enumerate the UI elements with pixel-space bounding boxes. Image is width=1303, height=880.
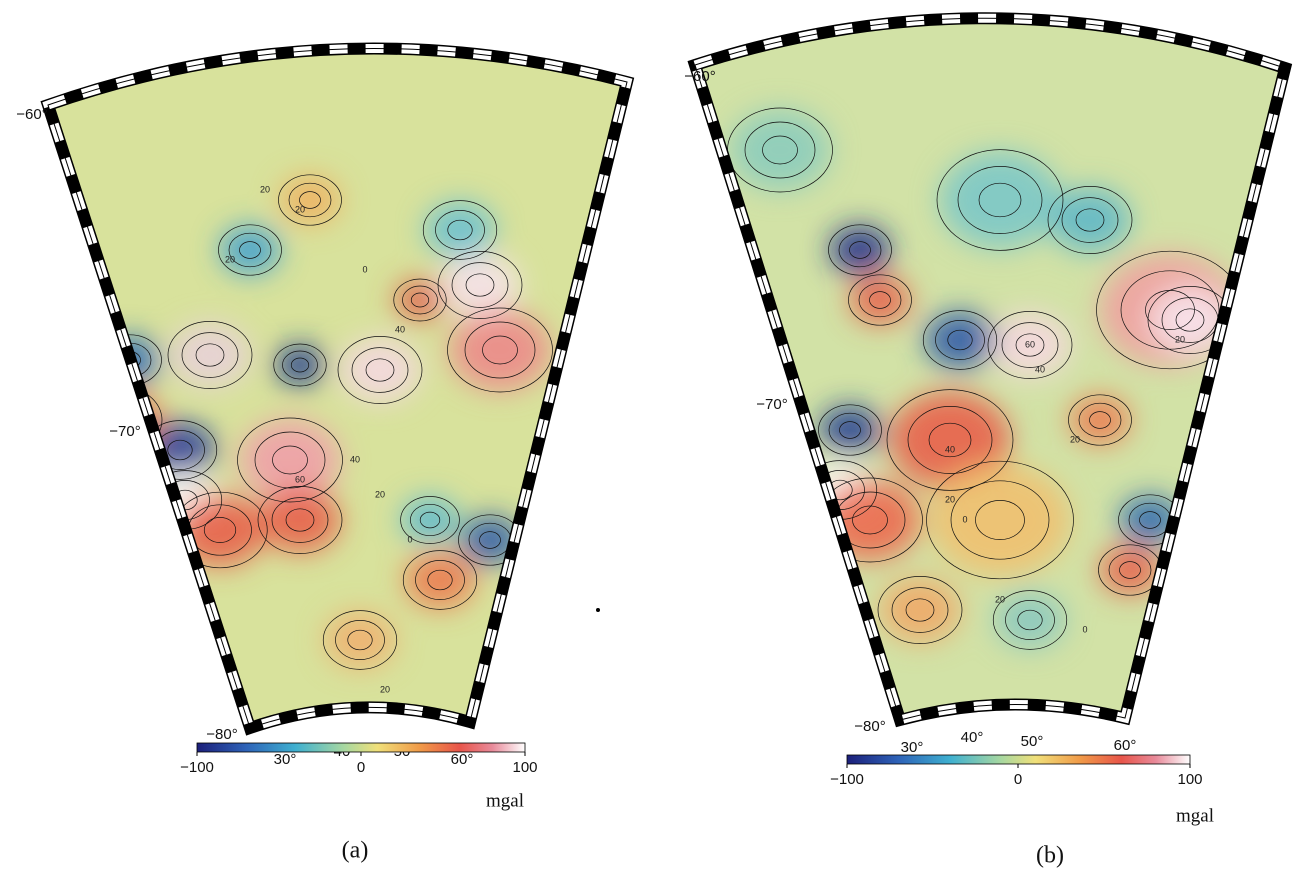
longitude-label: 60° xyxy=(451,751,474,768)
latitude-label: −80° xyxy=(206,726,237,743)
contour-label: 0 xyxy=(1082,624,1087,634)
stray-dot xyxy=(596,608,600,612)
colorbar-tick-label: 100 xyxy=(1177,771,1202,788)
latitude-label: −70° xyxy=(109,423,140,440)
contour-label: 40 xyxy=(395,324,405,334)
contour-label: 20 xyxy=(1175,334,1185,344)
longitude-label: 30° xyxy=(901,739,924,756)
contour-label: 40 xyxy=(1035,364,1045,374)
latitude-label: −60° xyxy=(684,68,715,85)
contour-label: 20 xyxy=(295,204,305,214)
colorbar xyxy=(847,755,1190,764)
contour-label: 60 xyxy=(1025,339,1035,349)
colorbar-unit: mgal xyxy=(1176,805,1214,826)
longitude-label: 40° xyxy=(961,729,984,746)
contour-label: 40 xyxy=(945,444,955,454)
maps: 20 20 0 40 20 60 40 20 0 20 −60° −70° −80° 30° 40° 50° 6… xyxy=(0,0,1303,875)
contour-label: 0 xyxy=(362,264,367,274)
contour-label: 20 xyxy=(225,254,235,264)
figure: 20 20 0 40 20 60 40 20 0 20 −60° −70° −80° 30° 40° 50° 6… xyxy=(0,0,1303,875)
colorbar-tick-label: −100 xyxy=(180,759,214,776)
contour-label: 40 xyxy=(350,454,360,464)
latitude-label: −70° xyxy=(756,396,787,413)
contour-label: 20 xyxy=(375,489,385,499)
contour-label: 0 xyxy=(962,514,967,524)
contour-label: 20 xyxy=(945,494,955,504)
colorbar-tick-label: 0 xyxy=(357,759,365,776)
contour-label: 20 xyxy=(1070,434,1080,444)
panel-caption: (a) xyxy=(342,838,369,864)
contour-label: 20 xyxy=(260,184,270,194)
colorbar-tick-label: 0 xyxy=(1014,771,1022,788)
longitude-label: 30° xyxy=(274,751,297,768)
colorbar xyxy=(197,743,525,752)
longitude-label: 50° xyxy=(1021,733,1044,750)
contour-label: 20 xyxy=(380,684,390,694)
contour-label: 60 xyxy=(295,474,305,484)
colorbar-tick-label: −100 xyxy=(830,771,864,788)
colorbar-unit: mgal xyxy=(486,790,524,811)
latitude-label: −60° xyxy=(16,106,47,123)
contour-label: 20 xyxy=(995,594,1005,604)
contour-label: 0 xyxy=(407,534,412,544)
panel-caption: (b) xyxy=(1036,843,1064,869)
colorbar-tick-label: 100 xyxy=(512,759,537,776)
longitude-label: 60° xyxy=(1114,737,1137,754)
latitude-label: −80° xyxy=(854,718,885,735)
